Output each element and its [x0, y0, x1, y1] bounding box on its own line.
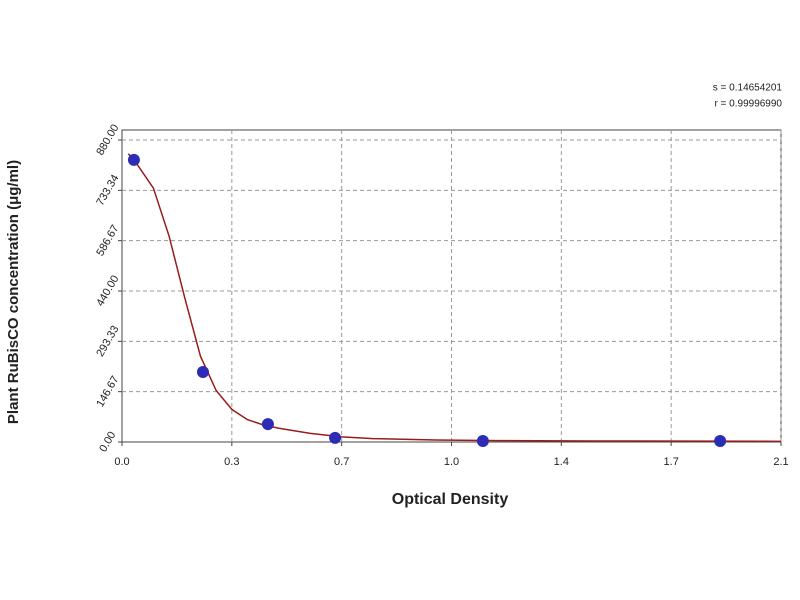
data-point — [127, 153, 140, 166]
data-point — [196, 365, 209, 378]
y-tick-label: 440.00 — [94, 273, 121, 308]
data-point — [329, 431, 342, 444]
y-tick-label: 293.33 — [94, 324, 121, 359]
x-tick-label: 1.0 — [444, 456, 459, 468]
x-tick-label: 0.3 — [224, 456, 239, 468]
fit-curve — [127, 153, 782, 443]
data-point — [261, 418, 274, 431]
y-tick-label: 880.00 — [94, 122, 121, 157]
x-tick-label: 0.7 — [334, 456, 349, 468]
x-tick-label: 0.0 — [114, 456, 129, 468]
x-tick-label: 1.4 — [554, 456, 569, 468]
y-tick-label: 733.34 — [94, 173, 121, 208]
annotation: r = 0.99996990 — [714, 99, 782, 110]
annotation: s = 0.14654201 — [713, 83, 783, 94]
x-tick-label: 1.7 — [664, 456, 679, 468]
y-tick-label: 586.67 — [94, 223, 121, 258]
y-tick-label: 0.00 — [97, 430, 118, 455]
y-axis-title: Plant RuBisCO concentration (μg/ml) — [5, 160, 22, 424]
data-point — [476, 434, 489, 447]
x-tick-label: 2.1 — [773, 456, 788, 468]
data-point — [714, 434, 727, 447]
x-axis-title: Optical Density — [392, 491, 509, 508]
y-tick-label: 146.67 — [94, 374, 121, 409]
